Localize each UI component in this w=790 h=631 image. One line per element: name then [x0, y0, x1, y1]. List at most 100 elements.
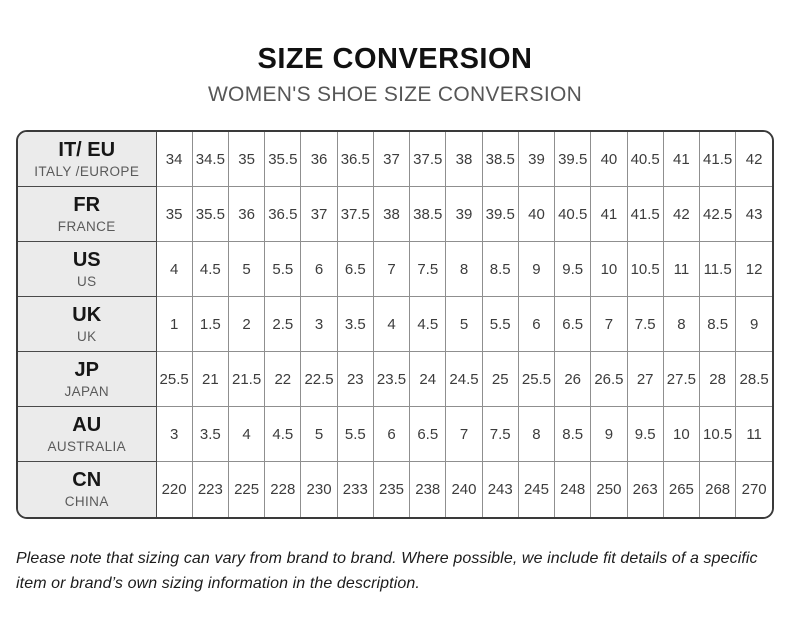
size-cell: 8.5	[699, 296, 737, 353]
size-cell: 238	[409, 461, 447, 517]
size-cell: 21.5	[227, 351, 266, 408]
size-cell: 223	[191, 461, 229, 517]
size-cell: 230	[300, 461, 338, 517]
size-cell: 24	[409, 351, 447, 408]
size-cell: 27.5	[662, 351, 701, 408]
size-cell: 25.5	[155, 351, 193, 408]
size-cell: 23	[336, 351, 374, 408]
size-cell: 40	[517, 186, 556, 243]
size-cell: 36.5	[336, 131, 374, 188]
size-cell: 21	[191, 351, 229, 408]
size-cell: 245	[517, 461, 556, 517]
size-cell: 10.5	[699, 406, 737, 463]
size-cell: 9.5	[626, 406, 664, 463]
size-cell: 263	[626, 461, 664, 517]
row-header: FR FRANCE	[18, 186, 157, 243]
country-code-label: AU	[72, 414, 102, 437]
page-title: SIZE CONVERSION	[257, 43, 533, 75]
size-cell: 27	[626, 351, 664, 408]
table-row: FR FRANCE 35 35.5 36 36.5 37 37.5 38 38.5 39 39.5…	[18, 186, 772, 243]
size-cell: 24.5	[445, 351, 483, 408]
size-cell: 7	[590, 296, 628, 353]
size-cell: 2.5	[264, 296, 302, 353]
row-header: CN CHINA	[18, 461, 157, 517]
size-conversion-table: IT/ EU ITALY /EUROPE 34 34.5 35 35.5 36 36.5 3…	[18, 131, 772, 517]
table-row: JP JAPAN 25.5 21 21.5 22 22.5 23 23.5 24 24.5 25 2…	[18, 351, 772, 408]
size-cell: 2	[227, 296, 266, 353]
size-cell: 250	[590, 461, 628, 517]
size-table-body: IT/ EU ITALY /EUROPE 34 34.5 35 35.5 36 36.5 3…	[18, 131, 772, 517]
size-cell: 38	[445, 131, 483, 188]
size-cell: 10	[590, 241, 628, 298]
table-row: AU AUSTRALIA 3 3.5 4 4.5 5 5.5 6 6.5 7 7.5 8 8.5 9 9.…	[18, 406, 772, 463]
size-cell: 11	[735, 406, 772, 463]
size-cell: 248	[554, 461, 592, 517]
size-cell: 9	[517, 241, 556, 298]
size-cell: 41.5	[626, 186, 664, 243]
size-cell: 6.5	[336, 241, 374, 298]
size-cell: 11.5	[699, 241, 737, 298]
size-cell: 5.5	[481, 296, 519, 353]
size-cell: 36	[227, 186, 266, 243]
size-cell: 3	[300, 296, 338, 353]
size-cell: 4	[155, 241, 193, 298]
row-header: UK UK	[18, 296, 157, 353]
size-cell: 37.5	[409, 131, 447, 188]
size-cell: 9	[590, 406, 628, 463]
size-cell: 235	[372, 461, 411, 517]
size-cell: 3.5	[191, 406, 229, 463]
size-cell: 35.5	[191, 186, 229, 243]
size-cell: 8.5	[481, 241, 519, 298]
size-cell: 37.5	[336, 186, 374, 243]
size-cell: 42.5	[699, 186, 737, 243]
size-cell: 9.5	[554, 241, 592, 298]
size-cell: 225	[227, 461, 266, 517]
size-cell: 25	[481, 351, 519, 408]
size-cell: 23.5	[372, 351, 411, 408]
table-row: US US 4 4.5 5 5.5 6 6.5 7 7.5 8 8.5 9 9.5 10 10.5 11 11…	[18, 241, 772, 298]
country-code-label: IT/ EU	[58, 138, 116, 161]
size-cell: 8	[517, 406, 556, 463]
size-cell: 265	[662, 461, 701, 517]
size-cell: 4.5	[191, 241, 229, 298]
size-cell: 5	[445, 296, 483, 353]
row-header: JP JAPAN	[18, 351, 157, 408]
size-cell: 5	[300, 406, 338, 463]
size-cell: 3	[155, 406, 193, 463]
row-header: US US	[18, 241, 157, 298]
size-cell: 28	[699, 351, 737, 408]
size-cell: 243	[481, 461, 519, 517]
country-name-label: AUSTRALIA	[47, 439, 127, 455]
page-header: SIZE CONVERSION WOMEN'S SHOE SIZE CONVER…	[0, 0, 790, 107]
size-cell: 35	[227, 131, 266, 188]
size-cell: 7	[445, 406, 483, 463]
table-row: UK UK 1 1.5 2 2.5 3 3.5 4 4.5 5 5.5 6 6.5 7 7.5 8 8.5 9	[18, 296, 772, 353]
size-cell: 35.5	[264, 131, 302, 188]
size-cell: 5	[227, 241, 266, 298]
size-cell: 10	[662, 406, 701, 463]
size-cell: 40	[590, 131, 628, 188]
size-cell: 41	[662, 131, 701, 188]
size-cell: 7.5	[409, 241, 447, 298]
size-cell: 12	[735, 241, 772, 298]
size-cell: 36.5	[264, 186, 302, 243]
size-cell: 34.5	[191, 131, 229, 188]
size-cell: 268	[699, 461, 737, 517]
size-cell: 240	[445, 461, 483, 517]
size-cell: 233	[336, 461, 374, 517]
size-cell: 4.5	[264, 406, 302, 463]
size-cell: 26.5	[590, 351, 628, 408]
size-cell: 8	[662, 296, 701, 353]
size-cell: 1.5	[191, 296, 229, 353]
size-cell: 37	[372, 131, 411, 188]
size-cell: 22	[264, 351, 302, 408]
size-cell: 39	[517, 131, 556, 188]
size-conversion-table-frame: IT/ EU ITALY /EUROPE 34 34.5 35 35.5 36 36.5 3…	[16, 129, 774, 519]
country-name-label: JAPAN	[64, 384, 109, 400]
row-header: AU AUSTRALIA	[18, 406, 157, 463]
size-cell: 3.5	[336, 296, 374, 353]
size-cell: 40.5	[554, 186, 592, 243]
size-cell: 4	[372, 296, 411, 353]
size-cell: 6	[372, 406, 411, 463]
